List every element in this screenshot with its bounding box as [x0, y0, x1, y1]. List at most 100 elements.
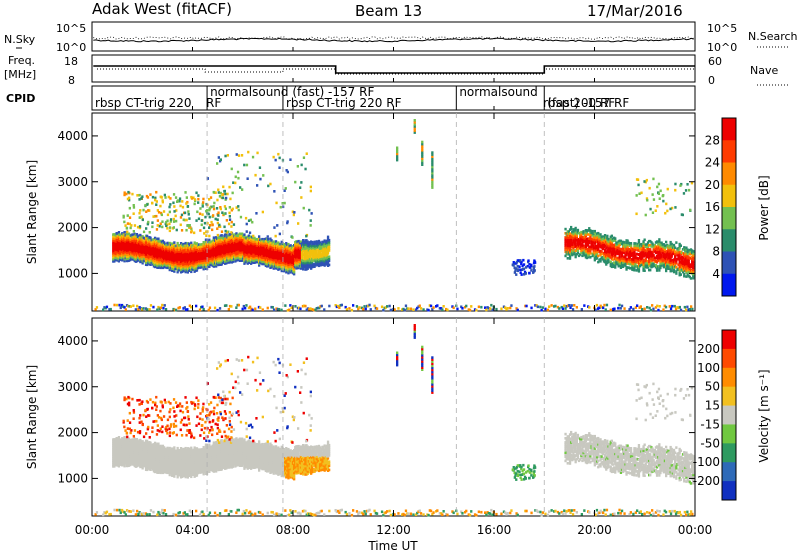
- power-cell: [131, 193, 133, 196]
- power-cell: [303, 156, 305, 159]
- power-cell: [303, 207, 305, 210]
- power-cell: [421, 141, 423, 144]
- power-cell: [216, 309, 218, 312]
- power-cell: [660, 190, 662, 193]
- power-cell: [358, 306, 360, 309]
- power-cell: [530, 264, 532, 267]
- power-cell: [659, 305, 661, 308]
- power-cell: [665, 241, 667, 244]
- power-cell: [235, 176, 237, 179]
- power-cell: [181, 200, 183, 203]
- power-cell: [453, 307, 455, 310]
- power-cell: [446, 309, 448, 312]
- velocity-cell: [136, 438, 138, 441]
- power-cell: [242, 308, 244, 311]
- power-cell: [643, 180, 645, 183]
- power-cell: [352, 304, 354, 307]
- power-cell: [142, 209, 144, 212]
- power-cell: [137, 226, 139, 229]
- power-cell: [674, 251, 676, 254]
- power-cell: [530, 307, 532, 310]
- power-cell: [164, 196, 166, 199]
- power-cell: [215, 218, 217, 221]
- power-cell: [226, 219, 228, 222]
- power-cell: [142, 219, 144, 222]
- power-cell: [258, 235, 260, 238]
- power-cell: [209, 307, 211, 310]
- power-cell: [201, 219, 203, 222]
- freq-label: Freq.: [8, 54, 35, 67]
- power-cell: [492, 309, 494, 312]
- power-cell: [133, 204, 135, 207]
- power-cell: [223, 190, 225, 193]
- power-cell: [328, 239, 330, 242]
- power-cell: [537, 306, 539, 309]
- power-cell: [219, 307, 221, 310]
- power-cell: [376, 307, 378, 310]
- power-cell: [217, 189, 219, 192]
- power-cell: [216, 162, 218, 165]
- power-cell: [664, 212, 666, 215]
- power-cell: [641, 308, 643, 311]
- power-cell: [157, 219, 159, 222]
- power-panel: [92, 113, 695, 311]
- power-cell: [563, 304, 565, 307]
- power-cell: [509, 307, 511, 310]
- power-cell: [196, 211, 198, 214]
- power-cell: [185, 202, 187, 205]
- power-cell: [262, 174, 264, 177]
- power-cell: [669, 208, 671, 211]
- nave-label: Nave: [750, 64, 778, 77]
- power-cell: [301, 164, 303, 167]
- power-cell: [673, 244, 675, 247]
- velocity-panel: [92, 318, 695, 516]
- power-cell: [145, 227, 147, 230]
- power-cell: [226, 193, 228, 196]
- power-cell: [150, 304, 152, 307]
- power-cell: [217, 214, 219, 217]
- power-cell: [652, 308, 654, 311]
- power-cell: [386, 305, 388, 308]
- power-cell: [273, 190, 275, 193]
- power-cell: [243, 164, 245, 167]
- power-cell: [254, 308, 256, 311]
- power-cell: [199, 213, 201, 216]
- power-cell: [562, 307, 564, 310]
- power-cell: [113, 304, 115, 307]
- power-cell: [669, 305, 671, 308]
- power-cell: [216, 227, 218, 230]
- power-cell: [225, 197, 227, 200]
- power-cell: [443, 305, 445, 308]
- power-cell: [230, 225, 232, 228]
- power-cell: [197, 198, 199, 201]
- power-cell: [580, 231, 582, 234]
- nsky-label: N.Sky: [4, 33, 36, 46]
- power-cell: [234, 182, 236, 185]
- power-cell: [513, 261, 515, 264]
- power-cell: [179, 306, 181, 309]
- power-cell: [224, 205, 226, 208]
- power-cell: [662, 200, 664, 203]
- power-cell: [132, 304, 134, 307]
- power-cell: [228, 233, 230, 236]
- power-cell: [123, 215, 125, 218]
- power-cell: [630, 242, 632, 245]
- power-cell: [328, 305, 330, 308]
- power-cell: [225, 304, 227, 307]
- power-cell: [130, 305, 132, 308]
- power-cell: [232, 208, 234, 211]
- power-cell: [680, 309, 682, 312]
- nsearch-label: N.Search: [748, 30, 798, 43]
- power-cell: [246, 230, 248, 233]
- power-cell: [490, 304, 492, 307]
- power-cell: [671, 305, 673, 308]
- power-cell: [362, 308, 364, 311]
- power-cell: [671, 243, 673, 246]
- power-cell: [623, 241, 625, 244]
- power-cell: [588, 306, 590, 309]
- power-cell: [667, 188, 669, 191]
- power-cell: [575, 227, 577, 230]
- power-cell: [675, 266, 677, 269]
- power-cell: [674, 247, 676, 250]
- power-cell: [203, 232, 205, 235]
